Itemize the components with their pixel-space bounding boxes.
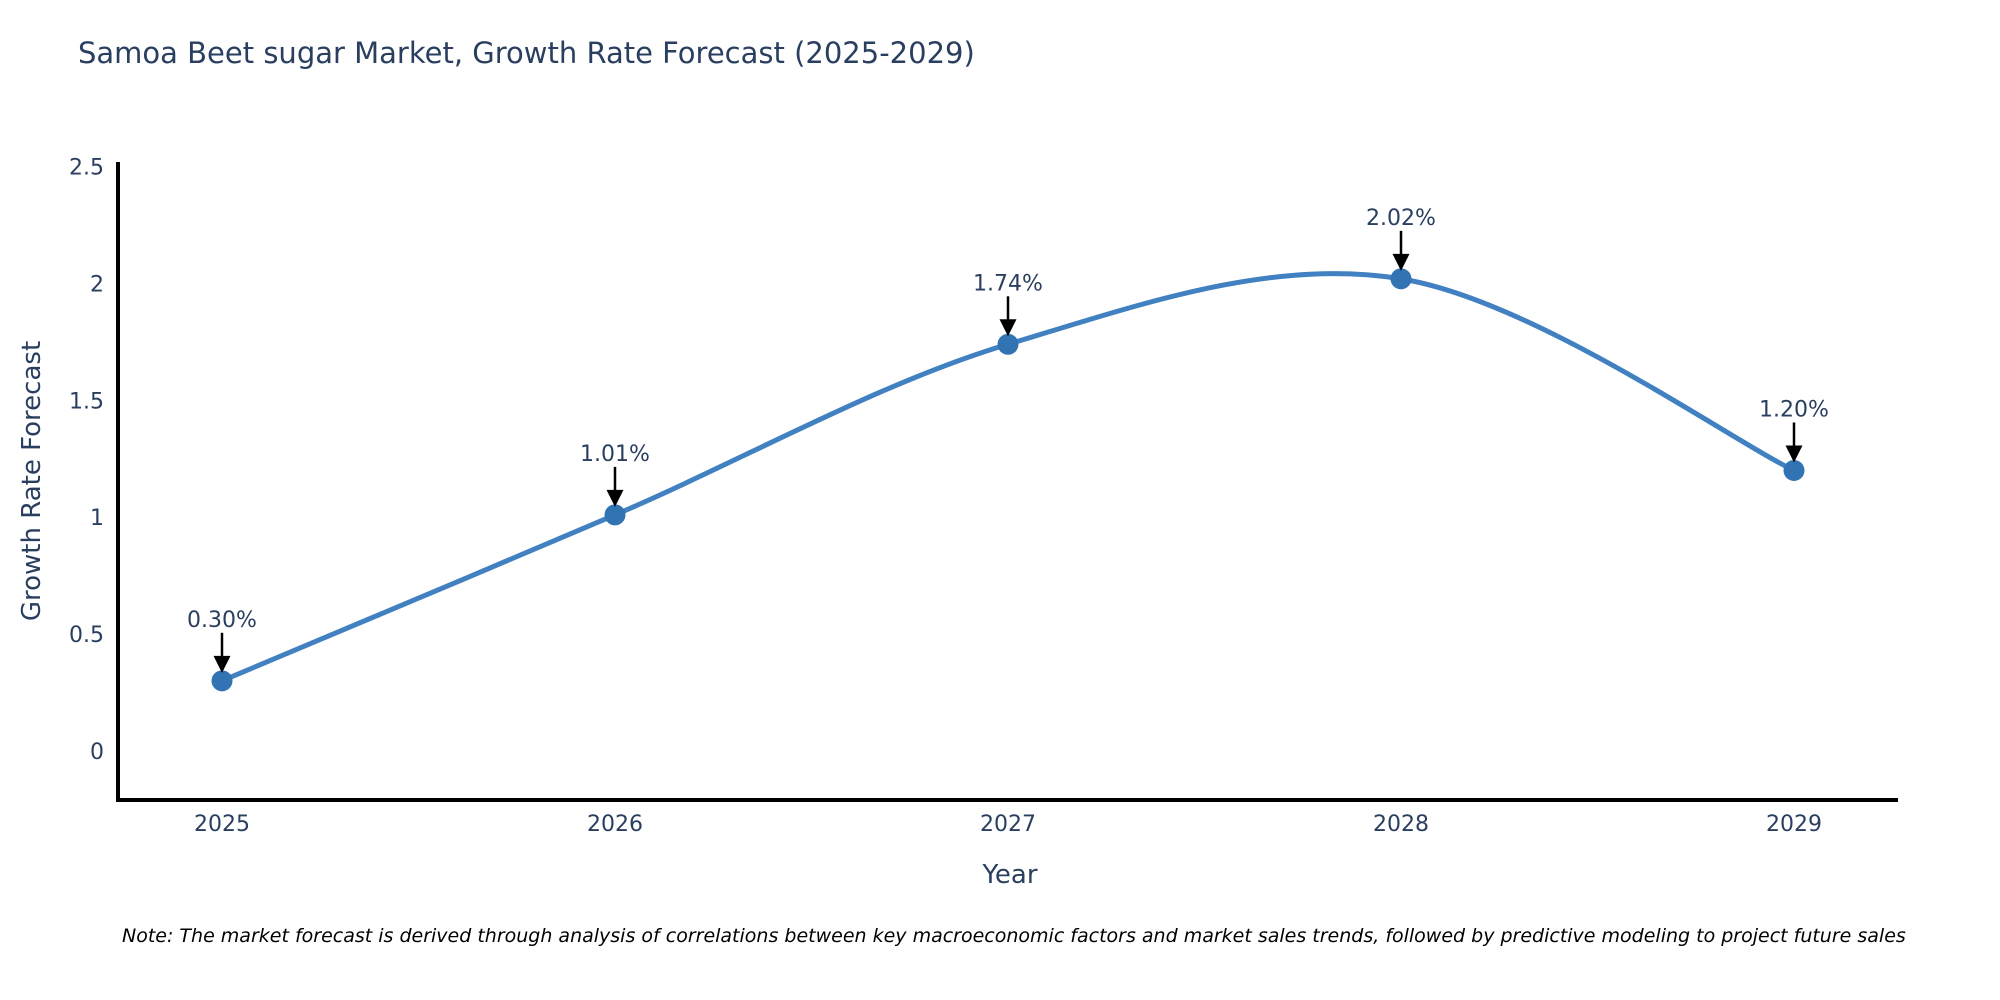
annotation-label: 2.02% bbox=[1366, 206, 1436, 231]
annotation-label: 1.20% bbox=[1759, 397, 1829, 422]
annotation-arrowhead bbox=[213, 655, 231, 673]
y-tick-label: 0 bbox=[90, 740, 104, 765]
data-point-marker bbox=[1783, 459, 1805, 481]
annotation-label: 0.30% bbox=[187, 608, 257, 633]
annotation-label: 1.74% bbox=[973, 271, 1043, 296]
data-point-marker bbox=[997, 333, 1019, 355]
footnote: Note: The market forecast is derived thr… bbox=[122, 925, 1906, 947]
annotation-label: 1.01% bbox=[580, 442, 650, 467]
x-tick-label: 2029 bbox=[1766, 812, 1822, 837]
annotation-arrowhead bbox=[606, 489, 624, 507]
y-tick-label: 0.5 bbox=[69, 623, 104, 648]
data-point-marker bbox=[1390, 268, 1412, 290]
x-tick-label: 2025 bbox=[194, 812, 250, 837]
data-point-marker bbox=[604, 504, 626, 526]
x-tick-label: 2028 bbox=[1373, 812, 1429, 837]
y-tick-label: 1.5 bbox=[69, 389, 104, 414]
annotation-arrowhead bbox=[1392, 253, 1410, 271]
annotation-arrowhead bbox=[1785, 445, 1803, 463]
data-point-marker bbox=[211, 670, 233, 692]
x-tick-label: 2026 bbox=[587, 812, 643, 837]
chart-title: Samoa Beet sugar Market, Growth Rate For… bbox=[78, 36, 975, 70]
y-tick-label: 1 bbox=[90, 506, 104, 531]
annotation-arrowhead bbox=[999, 319, 1017, 337]
y-tick-label: 2 bbox=[90, 273, 104, 298]
x-tick-label: 2027 bbox=[980, 812, 1036, 837]
x-axis-title: Year bbox=[982, 860, 1038, 890]
y-tick-label: 2.5 bbox=[69, 156, 104, 181]
